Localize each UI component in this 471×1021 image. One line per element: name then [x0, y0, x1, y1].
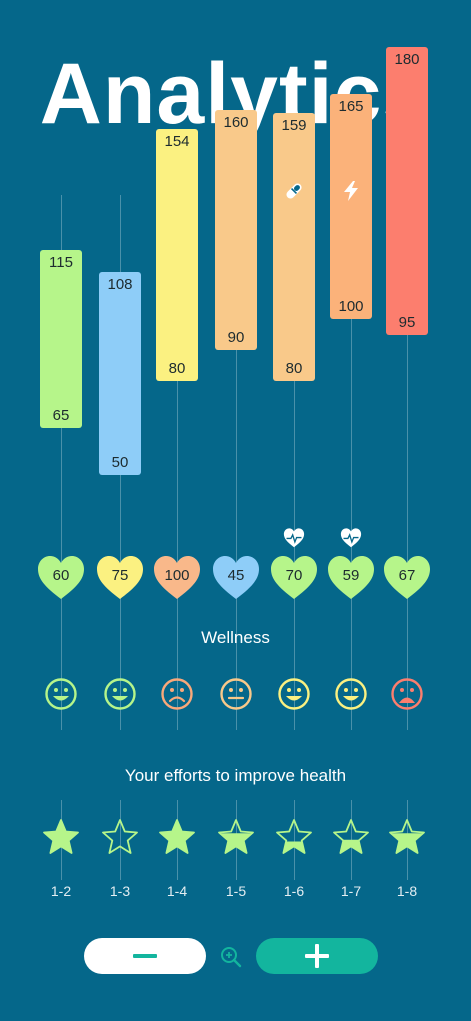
effort-star-icon[interactable] — [101, 818, 139, 856]
minus-icon — [133, 954, 157, 958]
bar-low-label: 90 — [227, 329, 245, 347]
heartbeat-icon — [340, 528, 362, 548]
effort-column: 1-8 — [377, 800, 437, 910]
date-label: 1-6 — [283, 883, 305, 899]
bar-high-label: 154 — [164, 132, 190, 150]
bar-low-label: 65 — [52, 407, 70, 425]
heart-icon — [213, 556, 259, 599]
effort-column: 1-7 — [321, 800, 381, 910]
bar-high-label: 108 — [107, 276, 133, 294]
heart-icon — [384, 556, 430, 599]
happy-face-icon[interactable] — [334, 677, 368, 711]
efforts-title: Your efforts to improve health — [124, 766, 347, 785]
chart-column: 165 100 59 — [321, 94, 381, 730]
grid-line — [61, 195, 62, 730]
grid-line — [294, 195, 295, 730]
range-bar[interactable]: 108 50 — [99, 272, 141, 475]
heart-rate-badge[interactable]: 100 — [152, 555, 202, 601]
happy-face-icon[interactable] — [103, 677, 137, 711]
heart-rate-value: 60 — [52, 567, 70, 584]
heart-rate-value: 67 — [398, 567, 416, 584]
effort-star-icon[interactable] — [388, 818, 426, 856]
heart-rate-badge[interactable]: 75 — [95, 555, 145, 601]
very-sad-face-icon[interactable] — [390, 677, 424, 711]
heart-rate-badge[interactable]: 59 — [326, 555, 376, 601]
effort-column: 1-5 — [206, 800, 266, 910]
heart-rate-badge[interactable]: 45 — [211, 555, 261, 601]
heart-rate-value: 59 — [342, 567, 360, 584]
happy-face-icon[interactable] — [44, 677, 78, 711]
effort-star-icon[interactable] — [217, 818, 255, 856]
zoom-out-button[interactable] — [84, 938, 206, 974]
effort-column: 1-6 — [264, 800, 324, 910]
heart-rate-badge[interactable]: 67 — [382, 555, 432, 601]
bar-low-label: 80 — [285, 360, 303, 378]
date-label: 1-7 — [340, 883, 362, 899]
grid-line — [294, 800, 295, 880]
lightning-icon — [344, 181, 358, 201]
heart-icon — [271, 556, 317, 599]
bar-high-label: 115 — [49, 254, 73, 272]
date-label: 1-5 — [225, 883, 247, 899]
date-label: 1-8 — [396, 883, 418, 899]
effort-star-icon[interactable] — [158, 818, 196, 856]
range-bar[interactable]: 154 80 — [156, 128, 198, 382]
effort-star-icon[interactable] — [42, 818, 80, 856]
heart-rate-value: 100 — [164, 567, 190, 584]
heart-icon — [154, 556, 200, 599]
plus-icon — [305, 944, 329, 968]
zoom-in-button[interactable] — [256, 938, 378, 974]
chart-column: 115 65 60 — [31, 195, 91, 730]
range-bar[interactable]: 159 80 — [273, 112, 315, 382]
bar-low-label: 100 — [338, 298, 364, 315]
date-label: 1-3 — [109, 883, 131, 899]
effort-column: 1-3 — [90, 800, 150, 910]
heart-icon — [328, 556, 374, 599]
heart-rate-value: 70 — [285, 567, 303, 584]
heart-rate-value: 75 — [111, 567, 129, 584]
wellness-title: Wellness — [201, 628, 270, 647]
grid-line — [236, 195, 237, 730]
bar-low-label: 50 — [111, 453, 129, 471]
effort-column: 1-2 — [31, 800, 91, 910]
grid-line — [177, 195, 178, 730]
heart-icon — [38, 556, 84, 599]
pill-icon — [286, 183, 302, 199]
bar-low-label: 80 — [168, 360, 186, 378]
range-bar[interactable]: 160 90 — [215, 109, 257, 351]
chart-column: 159 80 70 — [264, 112, 324, 730]
bar-low-label: 95 — [398, 313, 416, 331]
chart-column: 108 50 75 — [90, 195, 150, 730]
bar-high-label: 159 — [281, 116, 307, 134]
chart-column: 160 90 45 — [206, 109, 266, 730]
chart-column: 154 80 100 — [147, 128, 207, 730]
neutral-face-icon[interactable] — [219, 677, 253, 711]
effort-star-icon[interactable] — [275, 818, 313, 856]
sad-face-icon[interactable] — [160, 677, 194, 711]
chart-column: 180 95 67 — [377, 47, 437, 730]
zoom-icon — [221, 947, 242, 968]
heartbeat-icon — [283, 528, 305, 548]
heart-rate-value: 45 — [227, 567, 245, 584]
happy-face-icon[interactable] — [277, 677, 311, 711]
bar-high-label: 165 — [338, 98, 364, 116]
heart-rate-badge[interactable]: 60 — [36, 555, 86, 601]
heart-icon — [97, 556, 143, 599]
date-label: 1-4 — [166, 883, 188, 899]
bar-high-label: 160 — [223, 113, 249, 131]
heart-rate-badge[interactable]: 70 — [269, 555, 319, 601]
effort-column: 1-4 — [147, 800, 207, 910]
date-label: 1-2 — [50, 883, 72, 899]
grid-line — [120, 800, 121, 880]
range-bar[interactable]: 115 65 — [40, 250, 82, 429]
bar-high-label: 180 — [394, 51, 420, 69]
grid-line — [407, 195, 408, 730]
effort-star-icon[interactable] — [332, 818, 370, 856]
range-bar[interactable]: 180 95 — [386, 47, 428, 335]
grid-line — [351, 195, 352, 730]
range-bar[interactable]: 165 100 — [330, 94, 372, 319]
